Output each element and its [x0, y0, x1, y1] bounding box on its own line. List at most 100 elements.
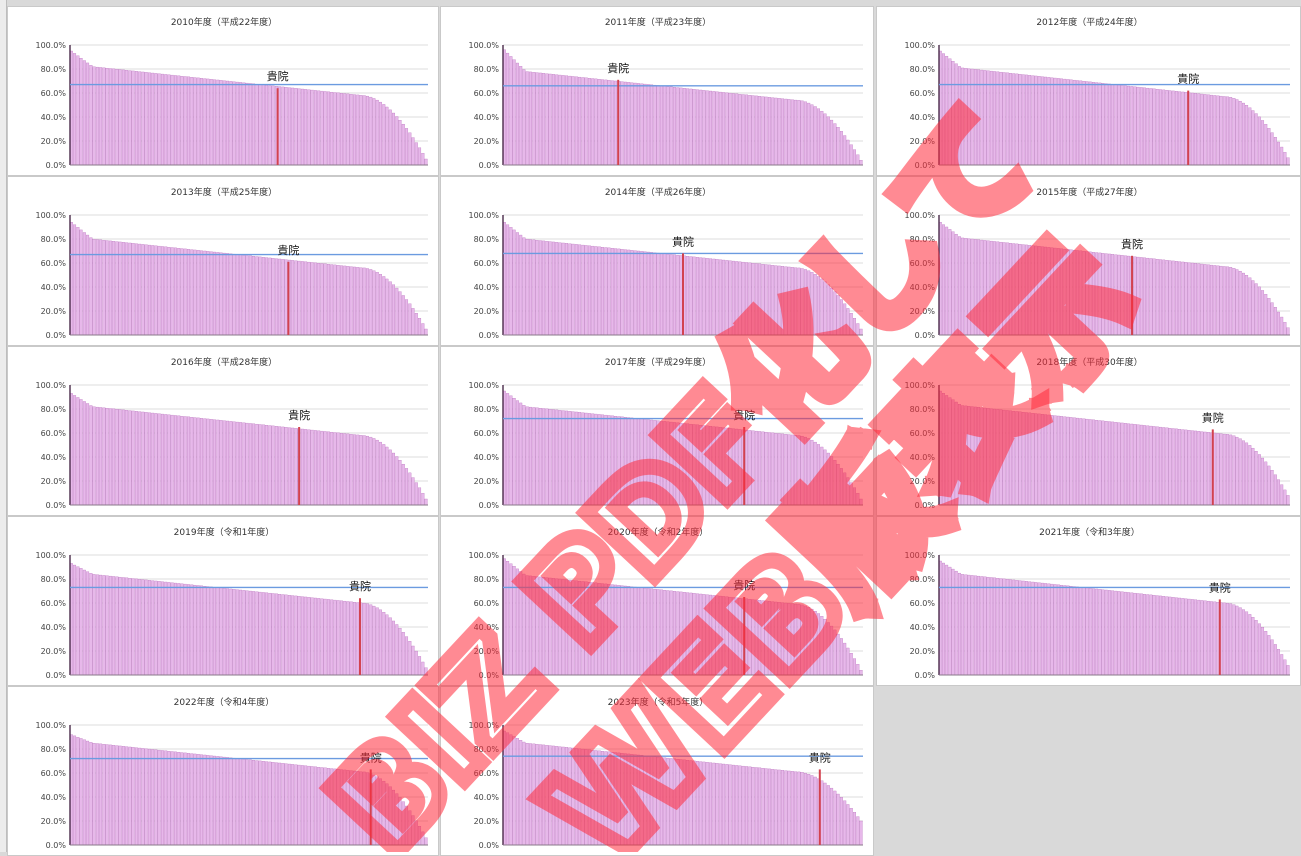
- bar: [983, 576, 987, 676]
- bar: [1248, 107, 1252, 166]
- bar: [258, 760, 262, 846]
- bar: [1034, 582, 1038, 676]
- bar: [849, 653, 853, 676]
- bar: [820, 446, 824, 506]
- bar: [79, 229, 83, 336]
- bar: [1257, 286, 1261, 336]
- chart-svg-10: 2019年度（令和1年度）100.0%80.0%60.0%40.0%20.0%0…: [35, 526, 428, 680]
- bar: [385, 106, 389, 166]
- bar: [1267, 298, 1271, 336]
- bar: [945, 564, 949, 676]
- bar: [512, 398, 516, 506]
- y-tick-label: 20.0%: [910, 307, 936, 316]
- bar: [99, 574, 103, 676]
- bar: [99, 67, 103, 166]
- bar: [1082, 587, 1086, 676]
- bar: [591, 413, 595, 506]
- bar: [1082, 418, 1086, 506]
- y-tick-label: 60.0%: [41, 89, 67, 98]
- bar: [1098, 82, 1102, 166]
- bar: [375, 99, 379, 166]
- bar: [826, 284, 830, 336]
- bar: [1012, 243, 1016, 336]
- bar: [213, 79, 216, 166]
- chart-svg-14: 2023年度（令和5年度）100.0%80.0%60.0%40.0%20.0%0…: [468, 696, 863, 850]
- bar: [542, 744, 546, 846]
- bar: [748, 95, 752, 166]
- bar: [346, 433, 350, 506]
- bar: [777, 769, 781, 846]
- bar: [414, 820, 418, 846]
- bar: [623, 753, 627, 846]
- bar: [689, 88, 693, 166]
- bar: [594, 78, 598, 166]
- bar: [656, 252, 660, 336]
- bar: [601, 583, 604, 676]
- bar: [1136, 256, 1140, 336]
- y-tick-label: 0.0%: [479, 161, 500, 170]
- bar: [131, 410, 135, 506]
- bar: [229, 253, 233, 336]
- bar: [1076, 250, 1079, 336]
- y-tick-label: 20.0%: [474, 307, 500, 316]
- bar: [1095, 588, 1099, 676]
- bar: [803, 605, 807, 676]
- bar: [1194, 599, 1198, 676]
- bar: [1235, 269, 1239, 336]
- chart-svg-11: 2020年度（令和2年度）100.0%80.0%60.0%40.0%20.0%0…: [468, 526, 863, 680]
- bar: [1174, 597, 1178, 676]
- bar: [623, 81, 627, 166]
- bar: [1286, 157, 1290, 166]
- highlight-bar: [276, 88, 279, 165]
- bar: [614, 416, 618, 506]
- bar: [95, 66, 99, 166]
- bar: [859, 670, 863, 676]
- bar: [813, 776, 817, 846]
- bar: [1165, 260, 1169, 336]
- bar: [1044, 414, 1048, 506]
- bar: [1072, 417, 1076, 506]
- bar: [519, 234, 523, 336]
- bar: [297, 88, 301, 166]
- bar: [646, 588, 650, 676]
- bar: [421, 323, 425, 336]
- bar: [787, 770, 791, 846]
- bar: [663, 757, 667, 846]
- bar: [617, 752, 621, 846]
- bar: [607, 415, 611, 506]
- bar: [666, 590, 670, 676]
- bar: [640, 418, 644, 506]
- bar: [1229, 603, 1233, 676]
- bar: [1069, 586, 1073, 676]
- bar: [356, 94, 360, 166]
- bar: [607, 247, 611, 336]
- chart-title: 2016年度（平成28年度）: [171, 356, 277, 368]
- bar: [705, 425, 709, 506]
- bar: [1219, 433, 1223, 506]
- bar: [333, 92, 337, 166]
- y-tick-label: 100.0%: [904, 41, 935, 50]
- bar: [151, 245, 155, 336]
- bar: [1210, 601, 1213, 676]
- bar: [138, 747, 142, 846]
- bar: [170, 751, 174, 846]
- bar: [1063, 416, 1067, 506]
- bar: [79, 399, 83, 506]
- bar: [1171, 597, 1175, 676]
- bar: [751, 263, 755, 336]
- bar: [1053, 584, 1057, 676]
- bar: [203, 418, 207, 506]
- y-tick-label: 80.0%: [474, 235, 500, 244]
- bar: [73, 224, 77, 336]
- bar: [229, 757, 233, 846]
- bar: [1241, 440, 1245, 506]
- bar: [1194, 263, 1198, 336]
- bar: [581, 748, 585, 846]
- bar: [1012, 73, 1016, 166]
- bar: [200, 754, 203, 846]
- bar: [663, 421, 667, 506]
- bar: [659, 420, 663, 506]
- bar: [1251, 617, 1255, 676]
- bar: [610, 415, 614, 506]
- bar: [565, 75, 569, 166]
